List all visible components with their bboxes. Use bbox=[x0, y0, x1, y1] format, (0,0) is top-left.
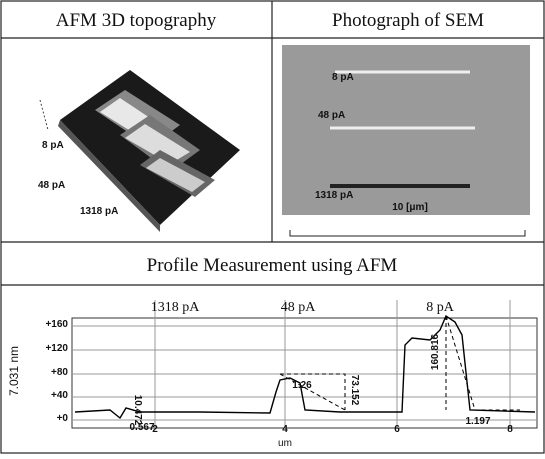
y-tick-label: +80 bbox=[51, 367, 68, 378]
sem-label: 8 pA bbox=[332, 72, 354, 83]
y-tick-label: +0 bbox=[57, 413, 69, 424]
annotation: 1.26 bbox=[292, 380, 312, 391]
scale-label: 10 [μm] bbox=[392, 202, 428, 213]
afm-label: 1318 pA bbox=[80, 206, 118, 217]
y-tick-label: +160 bbox=[45, 319, 68, 330]
current-label: 48 pA bbox=[281, 300, 317, 315]
annotation: 10.472 bbox=[132, 395, 143, 426]
section-header: Profile Measurement using AFM bbox=[147, 255, 398, 276]
y-tick-label: +40 bbox=[51, 390, 68, 401]
annotation: 73.152 bbox=[349, 375, 360, 406]
afm-label: 48 pA bbox=[38, 180, 65, 191]
annotation: 160.816 bbox=[430, 333, 441, 370]
column-header: Photograph of SEM bbox=[332, 10, 484, 31]
x-tick-label: 4 bbox=[282, 424, 288, 435]
afm-image bbox=[40, 70, 240, 232]
x-axis-label: um bbox=[278, 438, 292, 449]
sem-label: 1318 pA bbox=[315, 190, 353, 201]
afm-label: 8 pA bbox=[42, 140, 64, 151]
x-tick-label: 8 bbox=[507, 424, 513, 435]
current-label: 1318 pA bbox=[151, 300, 201, 315]
column-header: AFM 3D topography bbox=[56, 10, 217, 31]
y-tick-label: +120 bbox=[45, 343, 68, 354]
sem-label: 48 pA bbox=[318, 110, 345, 121]
annotation: 1.197 bbox=[465, 416, 490, 427]
page: {"table": { "headers": ["AFM 3D topograp… bbox=[0, 0, 545, 454]
y-axis-label: 7.031 nm bbox=[7, 346, 21, 396]
x-tick-label: 6 bbox=[394, 424, 400, 435]
figure: AFM 3D topography Photograph of SEM Prof… bbox=[0, 0, 545, 454]
current-label: 8 pA bbox=[426, 300, 455, 315]
